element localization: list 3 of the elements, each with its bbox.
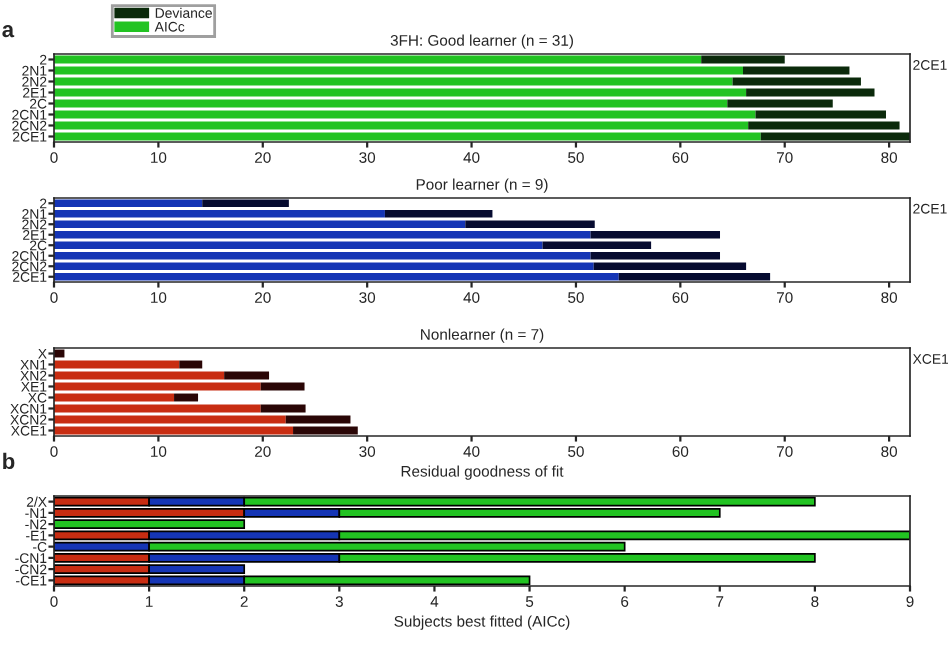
bar bbox=[202, 199, 289, 208]
text: a bbox=[2, 25, 15, 38]
text: b bbox=[3, 452, 15, 470]
